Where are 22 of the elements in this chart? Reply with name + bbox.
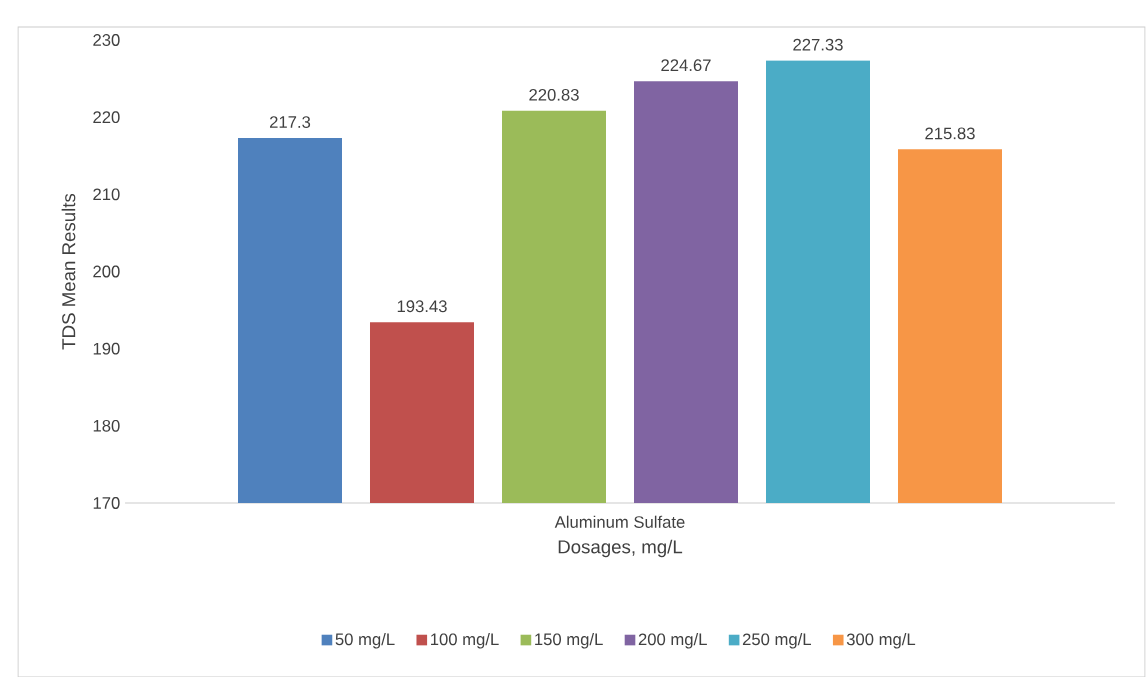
y-tick-label: 230 bbox=[93, 34, 120, 46]
y-tick-label: 210 bbox=[93, 188, 120, 201]
legend-label: 200 mg/L bbox=[638, 632, 707, 649]
y-tick-label: 200 bbox=[93, 265, 120, 278]
y-axis-title: TDS Mean Results bbox=[61, 193, 76, 350]
legend-label: 250 mg/L bbox=[742, 632, 812, 649]
data-label: 217.3 bbox=[269, 116, 311, 128]
y-tick-label: 190 bbox=[93, 342, 120, 355]
x-tick-label: Aluminum Sulfate bbox=[554, 515, 685, 528]
legend-label: 300 mg/L bbox=[846, 632, 916, 649]
x-axis-title: Dosages, mg/L bbox=[558, 539, 683, 558]
y-tick-label: 170 bbox=[93, 497, 120, 509]
y-tick-label: 220 bbox=[93, 111, 120, 124]
data-label: 220.83 bbox=[529, 88, 579, 101]
legend-label: 100 mg/L bbox=[431, 632, 499, 649]
data-label: 227.33 bbox=[793, 38, 843, 51]
data-label: 224.67 bbox=[661, 59, 711, 72]
data-label: 215.83 bbox=[925, 127, 975, 140]
legend-label: 50 mg/L bbox=[335, 632, 395, 649]
y-tick-label: 180 bbox=[93, 419, 120, 432]
data-label: 193.43 bbox=[397, 300, 447, 313]
legend-label: 150 mg/L bbox=[535, 632, 603, 649]
